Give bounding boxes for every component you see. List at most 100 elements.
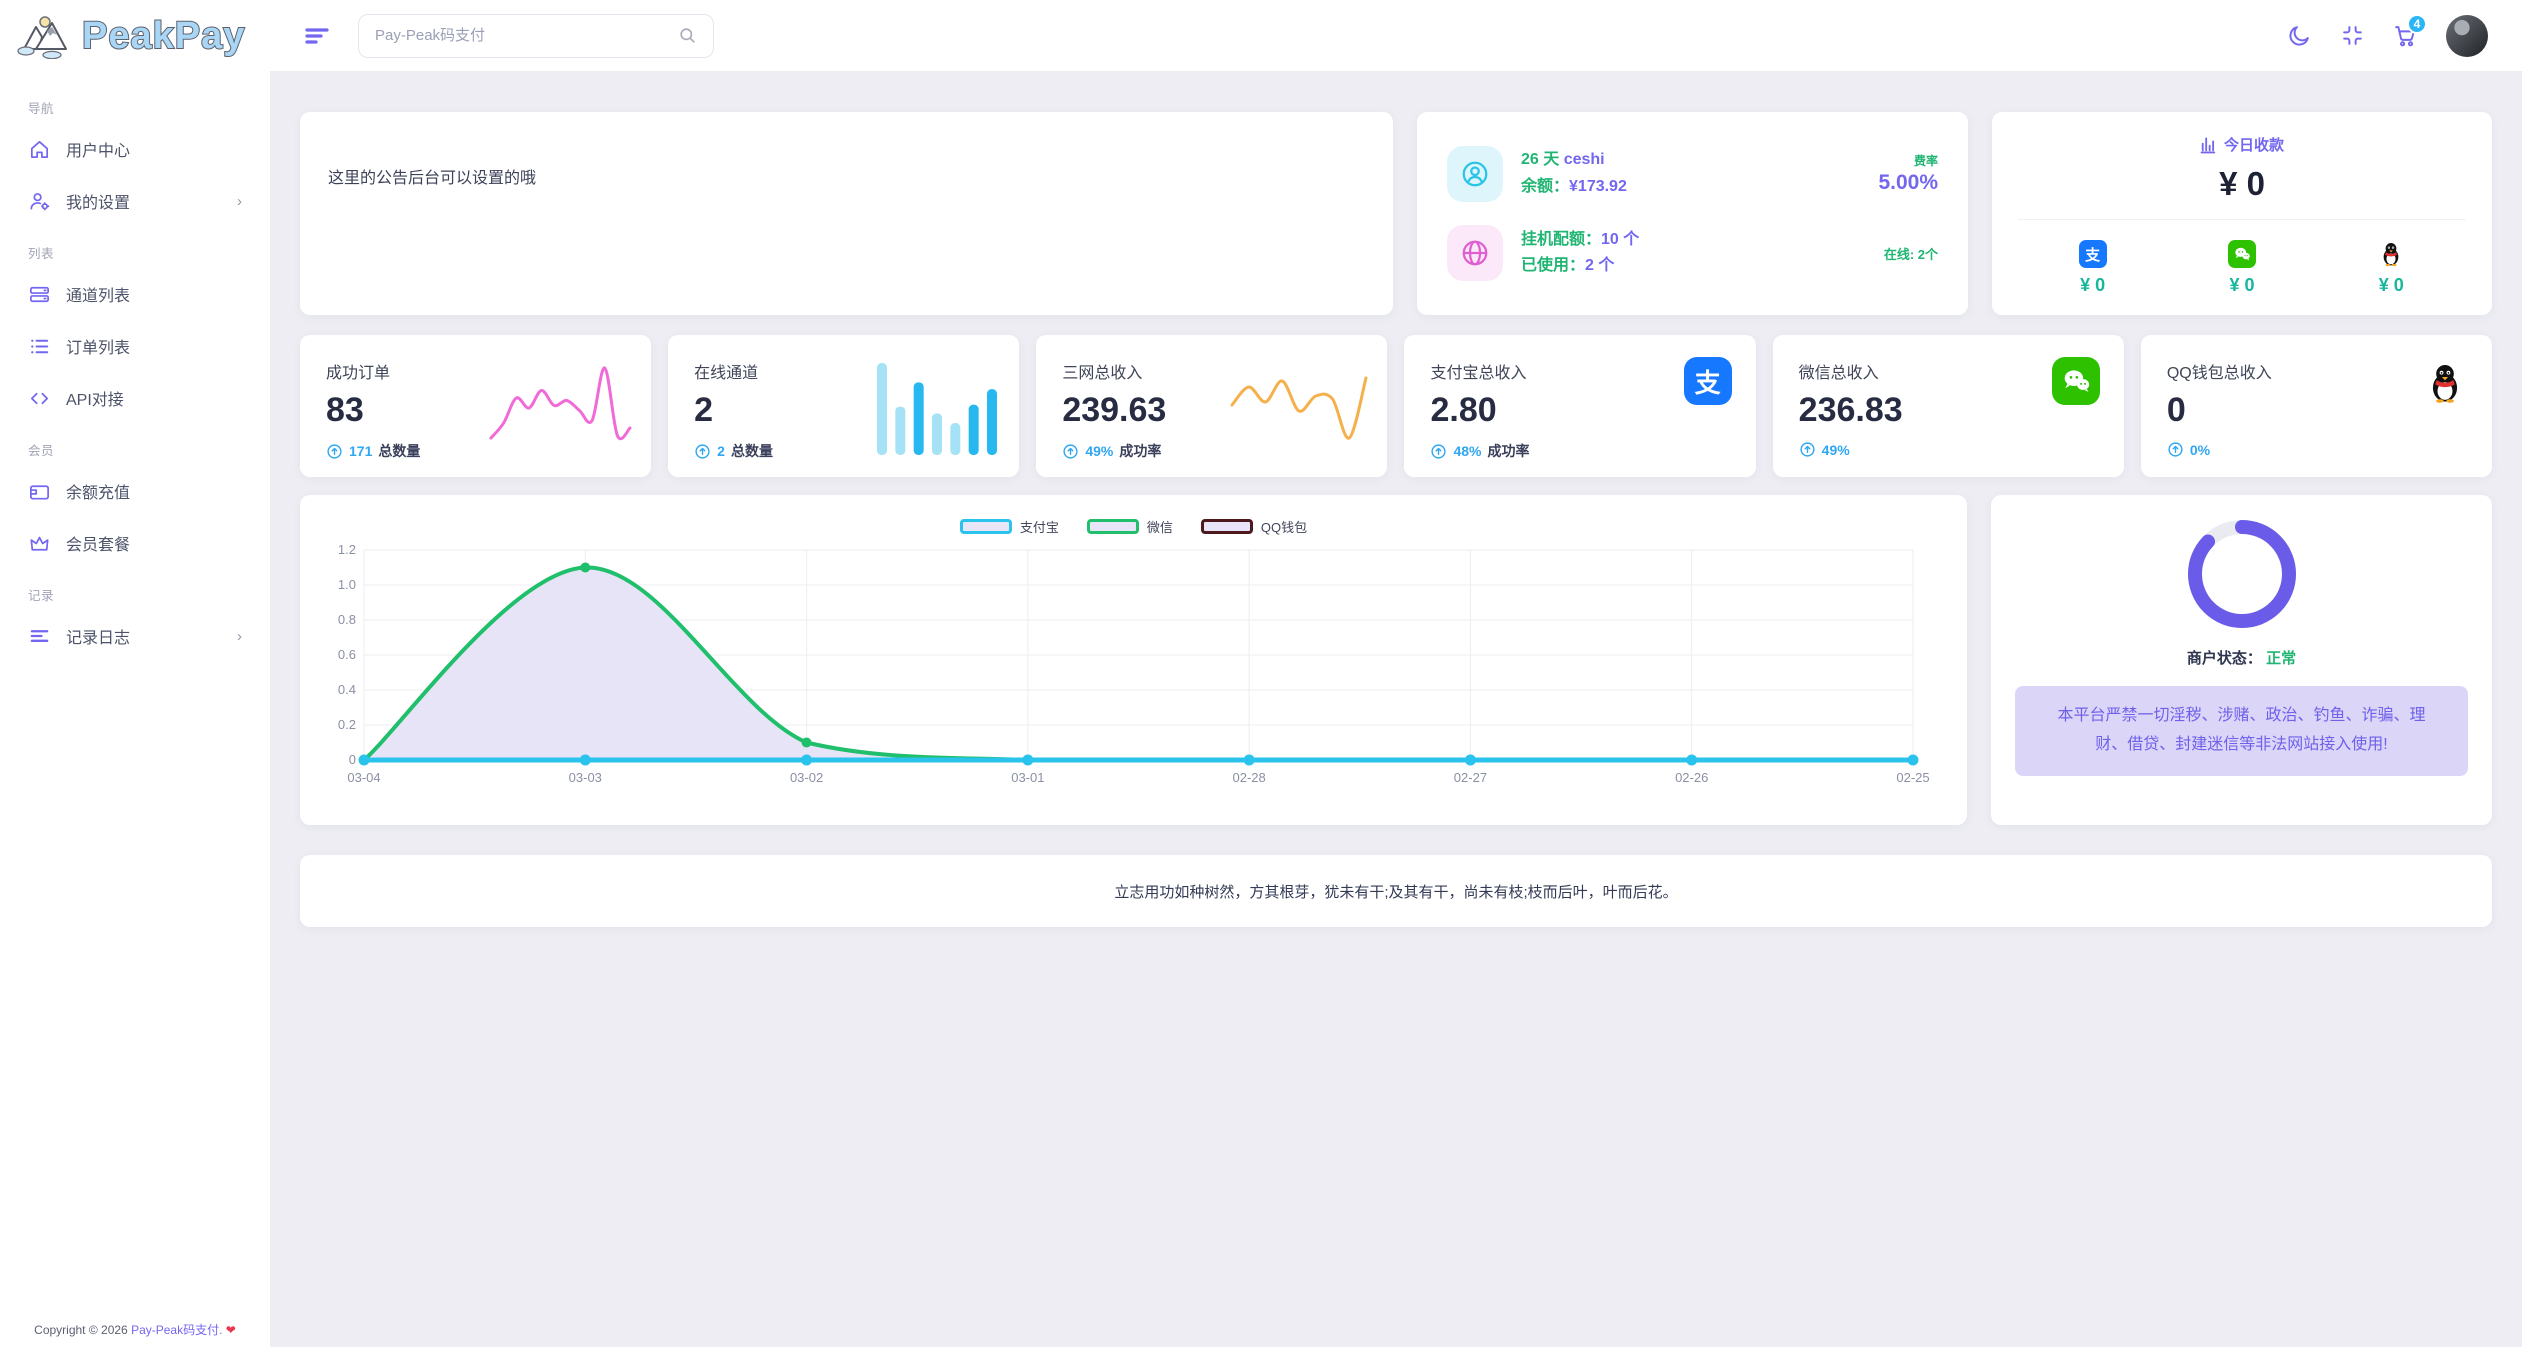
quote-text: 立志用功如种树然，方其根芽，犹未有干;及其有干，尚未有枝;枝而后叶，叶而后花。 [1114,883,1678,901]
sidebar-item-label: 订单列表 [66,340,131,357]
stat-title: QQ钱包总收入 [2166,365,2272,382]
nav-section-label: 会员 [28,444,55,458]
svg-text:03-03: 03-03 [569,770,602,785]
days-left: 26 天 [1521,151,1560,169]
logo[interactable]: PeakPay [0,0,270,72]
order-list-icon [31,339,49,353]
user-gear-icon [30,192,50,210]
copyright-brand-link[interactable]: Pay-Peak码支付. [131,1323,223,1337]
legend-wechat[interactable]: 微信 [1086,517,1173,536]
stat-value: 2 [694,391,714,429]
svg-text:03-01: 03-01 [1011,770,1044,785]
topbar: 4 [270,0,2522,72]
used-value: 2 个 [1585,257,1615,275]
stat-sub-value: 0% [2189,441,2211,458]
nav-section-label: 导航 [28,102,55,116]
sidebar-item-channel-list[interactable]: 通道列表 [20,268,250,320]
user-avatar[interactable] [2446,14,2488,57]
rate-value: 5.00% [1878,171,1938,195]
sparkbar-chart [877,363,998,455]
cart-icon [2395,26,2415,47]
quota-label: 挂机配额： [1521,230,1602,248]
svg-text:02-26: 02-26 [1675,770,1708,785]
dashboard-content: 这里的公告后台可以设置的哦 26 天 ceshi 余额：¥173.92 费率 5… [270,72,2522,927]
sidebar-item-label: 会员套餐 [66,537,131,554]
sparkline-chart [489,366,632,441]
legend-swatch [959,519,1012,534]
sidebar-item-label: 用户中心 [66,143,131,160]
crown-icon [30,536,49,551]
account-balance-row: 26 天 ceshi 余额：¥173.92 费率 5.00% [1447,145,1938,202]
sidebar-item-label: 记录日志 [66,630,131,647]
sidebar-item-user-center[interactable]: 用户中心 [20,123,250,175]
stat-title: 成功订单 [326,365,391,382]
stat-value: 236.83 [1798,391,1903,429]
stat-sub-label: 总数量 [730,443,773,459]
code-icon [30,392,49,404]
nav-section-label: 列表 [28,247,55,261]
svg-text:02-25: 02-25 [1896,770,1929,785]
alipay-icon: 支 [1683,357,1732,405]
svg-text:1.0: 1.0 [338,577,356,592]
legend-swatch [1086,519,1139,534]
line-chart[interactable]: 03-04 03-03 03-02 03-01 02-28 02-27 02-26 02-25… [324,538,1943,790]
user-tile [1447,145,1503,202]
legend-label: 支付宝 [1019,520,1059,535]
cart-button[interactable]: 4 [2393,14,2427,48]
menu-toggle-button[interactable] [304,23,330,49]
sidebar-item-label: 通道列表 [66,288,131,305]
arrow-up-circle-icon [2168,442,2183,457]
svg-text:02-28: 02-28 [1233,770,1266,785]
sidebar-item-recharge[interactable]: 余额充值 [20,465,250,517]
sidebar-item-membership[interactable]: 会员套餐 [20,517,250,569]
stat-value: 2.80 [1430,391,1497,429]
stat-card-success-orders: 成功订单 83 171 总数量 [300,335,652,477]
stat-sub-label: 成功率 [1487,443,1530,459]
search-icon[interactable] [678,26,697,45]
arrow-up-circle-icon [1800,442,1815,457]
qq-icon [2422,357,2468,414]
arrow-up-circle-icon [1431,443,1447,459]
search-input[interactable] [375,27,678,44]
stat-sub-value: 49% [1821,441,1850,458]
legend-alipay[interactable]: 支付宝 [959,517,1059,536]
account-name: ceshi [1563,151,1605,169]
sidebar-item-logs[interactable]: 记录日志 › [20,610,250,662]
wechat-icon [2227,240,2256,268]
globe-icon [1462,240,1488,266]
merchant-status-line: 商户状态： 正常 [2187,647,2296,668]
legend-label: QQ钱包 [1260,520,1308,535]
stat-value: 83 [326,391,364,429]
wechat-icon [2051,357,2100,405]
chevron-right-icon: › [237,192,242,210]
fullscreen-toggle[interactable] [2340,23,2365,48]
qq-icon [2383,243,2399,267]
heart-icon: ❤ [225,1323,236,1337]
account-quota-row: 挂机配额：10 个 已使用：2 个 在线: 2个 [1447,225,1938,282]
status-value: 正常 [2266,650,2297,667]
sidebar-item-order-list[interactable]: 订单列表 [20,320,250,372]
sidebar-item-my-settings[interactable]: 我的设置 › [20,175,250,227]
merchant-status-card: 商户状态： 正常 本平台严禁一切淫秽、涉赌、政治、钓鱼、诈骗、理财、借贷、封建迷… [1991,495,2492,825]
sidebar-item-api[interactable]: API对接 [20,372,250,424]
svg-text:02-27: 02-27 [1454,770,1487,785]
search-box[interactable] [358,13,714,58]
announcement-text: 这里的公告后台可以设置的哦 [328,170,537,187]
used-label: 已使用： [1521,257,1586,275]
user-circle-icon [1462,161,1488,187]
today-title-row: 今日收款 [2018,134,2466,155]
sidebar-item-label: API对接 [66,392,124,409]
stat-title: 支付宝总收入 [1430,365,1527,382]
topbar-actions: 4 [2287,14,2488,57]
online-count: 在线: 2个 [1883,246,1938,262]
today-alipay-value: ¥ 0 [2080,275,2106,295]
announcement-card: 这里的公告后台可以设置的哦 [300,112,1393,315]
today-alipay: 支 ¥ 0 [2078,240,2107,296]
stat-value: 0 [2166,391,2186,429]
dark-mode-toggle[interactable] [2287,23,2312,48]
arrow-up-circle-icon [327,443,342,459]
stat-sub-value: 48% [1453,443,1482,459]
legend-qq[interactable]: QQ钱包 [1200,517,1308,536]
channel-list-icon [30,286,49,302]
bar-chart-icon [2200,137,2216,154]
